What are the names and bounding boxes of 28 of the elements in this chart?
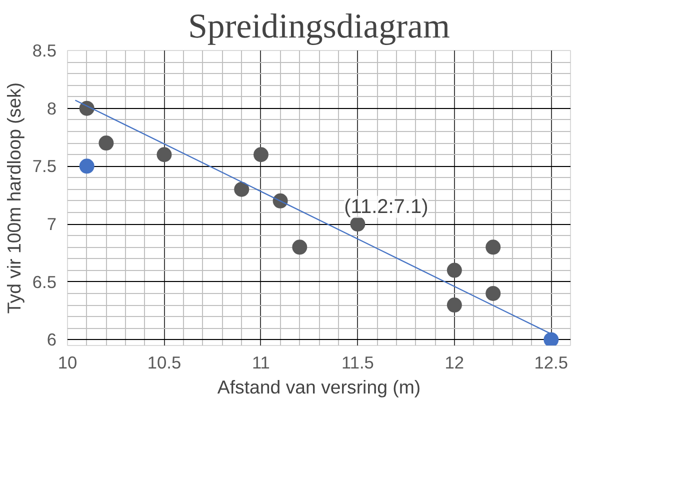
x-tick-label: 11 [252, 352, 270, 372]
y-tick-label: 7 [46, 214, 57, 234]
y-tick-label: 8.5 [32, 40, 57, 60]
point [544, 332, 559, 346]
point [79, 158, 94, 174]
point [446, 262, 462, 278]
x-axis-title: Afstand van versring (m) [217, 376, 421, 398]
y-tick-label: 6.5 [32, 272, 57, 292]
point [446, 298, 462, 312]
x-tick-label: 10 [58, 352, 78, 372]
point [156, 147, 172, 162]
y-tick-label: 6 [46, 330, 57, 350]
annotation: (11.2:7.1) [344, 196, 428, 218]
x-tick-label: 12.5 [534, 352, 568, 372]
x-tick-label: 11.5 [341, 352, 374, 372]
point [292, 240, 308, 255]
point [350, 216, 366, 232]
chart-title: Spreidingsdiagram [188, 8, 450, 46]
x-tick-label: 12 [444, 352, 464, 372]
point [486, 286, 501, 301]
y-tick-label: 8 [46, 98, 57, 118]
x-tick-label: 10.5 [147, 352, 182, 372]
point [234, 182, 250, 197]
point [98, 136, 114, 151]
y-tick-label: 7.5 [32, 156, 57, 176]
point [486, 240, 501, 255]
point [253, 147, 268, 162]
y-axis-title: Tyd vir 100m hardloop (sek) [3, 82, 24, 314]
